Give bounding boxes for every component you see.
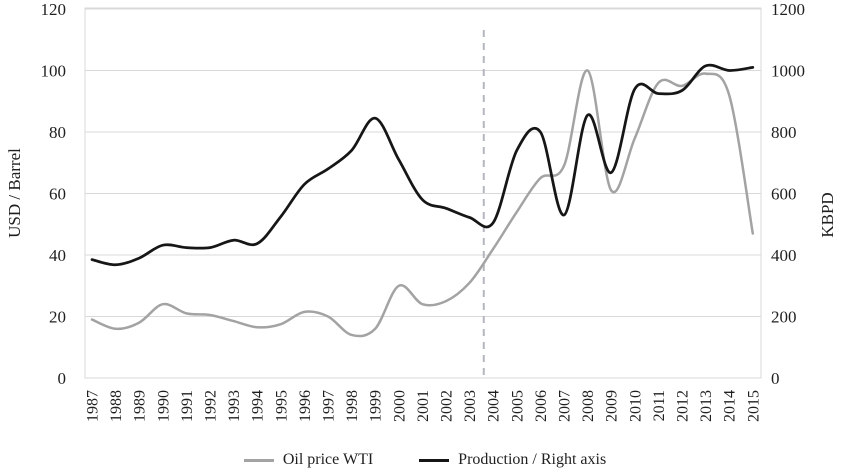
x-axis-year-label: 2001 (415, 390, 432, 422)
left-axis-tick-label: 80 (49, 123, 66, 142)
right-axis-title: KBPD (818, 192, 837, 237)
gridlines-group (85, 8, 761, 379)
x-axis-year-label: 1991 (179, 390, 196, 422)
x-axis-year-label: 2013 (698, 390, 715, 422)
x-axis-year-label: 1990 (155, 390, 172, 422)
x-axis-year-label: 2011 (651, 390, 668, 421)
x-axis-year-label: 2002 (439, 390, 456, 422)
x-axis-year-label: 1988 (108, 390, 125, 422)
chart-svg: 0204060801001200200400600800100012001987… (5, 0, 837, 422)
oil-price-legend-label: Oil price WTI (282, 451, 374, 468)
oil-price-line (90, 69, 755, 338)
x-axis-year-label: 2015 (745, 390, 762, 422)
x-axis-year-label: 1997 (321, 390, 338, 422)
x-axis-year-label: 2005 (509, 390, 526, 422)
right-axis-tick-label: 1200 (771, 0, 805, 19)
x-axis-year-label: 1996 (297, 390, 314, 422)
right-axis-tick-label: 600 (771, 185, 797, 204)
legend-item-oil-price: Oil price WTI (243, 451, 374, 469)
right-axis-tick-label: 0 (771, 369, 780, 388)
x-axis-year-label: 1989 (132, 390, 149, 422)
x-axis-year-label: 1995 (273, 390, 290, 422)
production-legend-label: Production / Right axis (458, 451, 607, 468)
x-axis-year-label: 1987 (85, 390, 102, 422)
left-axis-title: USD / Barrel (5, 148, 24, 238)
x-axis-year-label: 2014 (722, 390, 739, 422)
x-axis-year-label: 1994 (250, 390, 267, 422)
x-axis-year-label: 1999 (368, 390, 385, 422)
x-axis-year-label: 1993 (226, 390, 243, 422)
right-axis-tick-label: 200 (771, 308, 797, 327)
left-axis-tick-label: 100 (41, 62, 67, 81)
series-group (90, 63, 755, 338)
legend: Oil price WTI Production / Right axis (0, 451, 850, 469)
right-axis-tick-label: 800 (771, 123, 797, 142)
x-axis-year-label: 2004 (486, 390, 503, 422)
oil-price-line-swatch (243, 458, 274, 462)
x-axis-year-label: 1998 (344, 390, 361, 422)
x-axis-year-label: 2009 (604, 390, 621, 422)
production-line (90, 63, 755, 267)
left-axis-tick-label: 0 (58, 369, 67, 388)
x-axis-year-label: 2012 (675, 390, 692, 422)
left-axis-tick-label: 60 (49, 185, 66, 204)
x-axis-year-label: 2003 (462, 390, 479, 422)
legend-item-production: Production / Right axis (419, 451, 606, 469)
plot-border-group (84, 7, 762, 379)
left-axis-tick-label: 120 (41, 0, 67, 19)
x-axis-year-label: 1992 (203, 390, 220, 422)
x-axis-year-label: 2007 (557, 390, 574, 422)
x-axis-year-label: 2010 (627, 390, 644, 422)
x-axis-year-label: 2008 (580, 390, 597, 422)
right-axis-tick-label: 400 (771, 246, 797, 265)
left-axis-tick-label: 40 (49, 246, 66, 265)
x-axis-year-label: 2006 (533, 390, 550, 422)
x-axis-year-label: 2000 (391, 390, 408, 422)
axis-labels-group: 0204060801001200200400600800100012001987… (41, 0, 806, 422)
right-axis-tick-label: 1000 (771, 62, 805, 81)
left-axis-tick-label: 20 (49, 308, 66, 327)
production-line-swatch (419, 458, 450, 462)
plot-border (84, 7, 762, 379)
